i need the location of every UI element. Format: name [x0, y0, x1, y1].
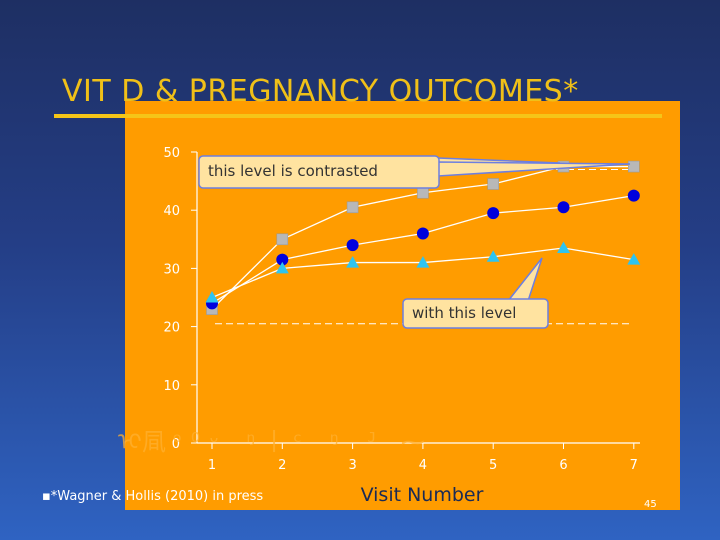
- circle-marker: [276, 253, 289, 266]
- circle-marker: [416, 227, 429, 240]
- circle-marker: [627, 189, 640, 202]
- callout-box-bottom: [402, 298, 549, 329]
- triangle-marker: [416, 256, 430, 268]
- callout-text-bottom: with this level: [412, 304, 516, 322]
- triangle-marker: [627, 253, 641, 265]
- square-marker: [627, 160, 640, 173]
- circle-marker: [346, 239, 359, 252]
- series-line: [211, 247, 634, 299]
- y-tick-label: 0: [172, 437, 180, 452]
- slide-title: VIT D & PREGNANCY OUTCOMES*: [62, 74, 579, 109]
- triangle-marker: [486, 250, 500, 262]
- x-tick-label: 6: [559, 458, 567, 473]
- x-tick-label: 5: [489, 458, 497, 473]
- square-marker: [276, 233, 289, 246]
- triangle-marker: [346, 256, 360, 268]
- callout-box-top: [198, 155, 440, 189]
- square-marker: [487, 178, 500, 190]
- slide-number: 45: [644, 499, 657, 510]
- y-tick-label: 30: [163, 262, 180, 277]
- circle-marker: [557, 201, 570, 214]
- square-marker: [417, 186, 429, 199]
- x-axis-label: Visit Number: [360, 484, 484, 506]
- x-tick-label: 3: [348, 458, 356, 473]
- circle-marker: [487, 207, 500, 220]
- x-tick-label: 2: [278, 458, 286, 473]
- title-underline: [54, 114, 662, 118]
- callout-pointer: [506, 257, 543, 302]
- footnote: ▪*Wagner & Hollis (2010) in press: [42, 489, 264, 504]
- callout-text-top: this level is contrasted: [208, 162, 378, 180]
- overlay-glyphs: ᢈ凬ᵒᴼᵕ ᵑ丨ᶜ ᵑ ᴶ ⁓: [118, 428, 429, 456]
- y-tick-label: 20: [163, 321, 180, 336]
- y-tick-label: 10: [163, 379, 180, 394]
- x-tick-label: 4: [419, 458, 427, 473]
- x-tick-label: 1: [208, 458, 216, 473]
- y-tick-label: 40: [163, 204, 180, 219]
- square-marker: [346, 201, 359, 214]
- triangle-marker: [275, 261, 289, 274]
- triangle-marker: [205, 291, 219, 303]
- x-tick-label: 7: [630, 458, 638, 473]
- triangle-marker: [557, 241, 570, 254]
- y-tick-label: 50: [163, 146, 180, 161]
